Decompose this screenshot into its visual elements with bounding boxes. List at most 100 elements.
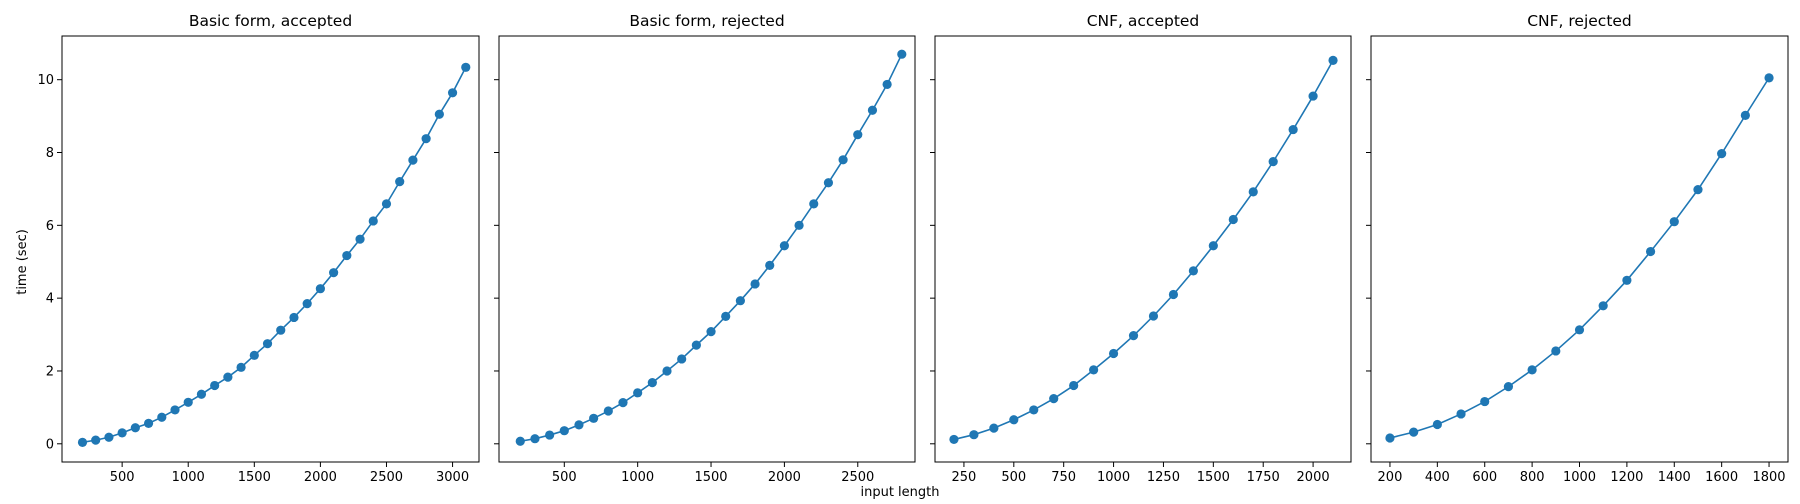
data-point xyxy=(236,362,246,372)
data-point xyxy=(1029,405,1039,415)
data-point xyxy=(706,327,716,337)
data-point xyxy=(77,437,88,447)
data-point xyxy=(1108,348,1119,359)
x-tick-label: 1500 xyxy=(1197,470,1230,485)
plot-frame xyxy=(934,35,1352,463)
data-point xyxy=(989,423,999,433)
data-point xyxy=(342,250,352,261)
data-point xyxy=(434,109,444,119)
y-tick-label: 0 xyxy=(46,437,54,452)
panel-1: Basic form, accepted 500 1000 1500 2000 2500 3… xyxy=(37,12,480,485)
data-point xyxy=(249,350,259,360)
data-point xyxy=(315,284,325,294)
data-point xyxy=(210,380,220,391)
data-point xyxy=(1308,91,1318,101)
x-tick-label: 1000 xyxy=(1563,470,1596,485)
x-tick-label: 200 xyxy=(1378,470,1403,485)
data-point xyxy=(838,155,848,165)
panel-title: Basic form, accepted xyxy=(189,12,352,30)
x-tick-label: 1000 xyxy=(1097,470,1130,485)
x-tick-label: 500 xyxy=(552,470,577,485)
data-point xyxy=(381,199,392,209)
panel-4: CNF, rejected 200 400 600 800 1000 1200 1400 160… xyxy=(1366,12,1789,485)
x-tick-label: 1250 xyxy=(1147,470,1180,485)
data-point xyxy=(421,134,431,144)
data-point xyxy=(157,412,167,422)
data-point xyxy=(1128,331,1139,341)
data-point xyxy=(395,177,405,187)
data-point xyxy=(897,49,907,59)
data-point xyxy=(691,340,701,350)
data-point xyxy=(1480,396,1490,407)
data-point xyxy=(735,296,745,306)
data-point xyxy=(196,389,207,399)
data-point xyxy=(1328,55,1338,65)
data-point xyxy=(91,435,101,445)
x-tick-label: 2000 xyxy=(768,470,801,485)
data-point xyxy=(1764,73,1774,83)
data-point xyxy=(1527,365,1537,375)
x-tick-label: 1800 xyxy=(1752,470,1785,485)
data-point xyxy=(1669,217,1679,227)
data-point xyxy=(867,105,878,115)
data-point xyxy=(447,88,458,98)
data-point xyxy=(104,432,114,442)
data-point xyxy=(559,426,569,436)
data-point xyxy=(1228,214,1238,225)
data-point xyxy=(302,299,312,309)
x-tick-label: 400 xyxy=(1425,470,1450,485)
data-point xyxy=(1188,266,1198,276)
panel-title: CNF, rejected xyxy=(1527,12,1632,30)
data-point xyxy=(1385,433,1395,443)
data-point xyxy=(677,354,687,364)
data-point xyxy=(823,178,834,188)
data-point xyxy=(117,428,127,438)
series-line xyxy=(953,59,1334,441)
x-tick-label: 600 xyxy=(1472,470,1497,485)
data-point xyxy=(1208,241,1218,251)
data-point xyxy=(355,234,365,244)
y-tick-label: 8 xyxy=(46,146,54,161)
data-point xyxy=(1456,409,1466,419)
data-point xyxy=(130,423,140,433)
panel-title: CNF, accepted xyxy=(1087,12,1200,30)
data-point xyxy=(1574,325,1585,335)
data-point xyxy=(1693,185,1703,195)
data-point xyxy=(721,311,731,321)
x-tick-label: 1500 xyxy=(238,470,271,485)
y-axis-label: time (sec) xyxy=(15,229,30,295)
data-point xyxy=(223,372,233,382)
data-point xyxy=(779,241,790,251)
data-point xyxy=(1717,149,1727,159)
x-tick-label: 1000 xyxy=(172,470,205,485)
data-point xyxy=(809,199,819,209)
x-tick-label: 250 xyxy=(952,470,977,485)
data-point xyxy=(515,436,525,446)
x-tick-label: 500 xyxy=(1001,470,1026,485)
x-tick-label: 1200 xyxy=(1610,470,1643,485)
series-line xyxy=(520,53,903,443)
plot-frame xyxy=(61,35,480,463)
x-tick-label: 2500 xyxy=(841,470,874,485)
x-tick-label: 1600 xyxy=(1705,470,1738,485)
data-point xyxy=(794,220,804,230)
data-point xyxy=(603,406,613,416)
x-tick-label: 2000 xyxy=(1297,470,1330,485)
y-tick-label: 2 xyxy=(46,364,54,379)
data-point xyxy=(647,378,657,388)
data-point xyxy=(276,325,286,335)
x-axis-label: input length xyxy=(860,485,939,500)
series-line xyxy=(1389,77,1770,439)
x-tick-label: 1750 xyxy=(1247,470,1280,485)
data-point xyxy=(1432,419,1442,430)
data-point xyxy=(1168,289,1179,300)
data-point xyxy=(1598,301,1608,311)
data-point xyxy=(765,260,775,270)
data-point xyxy=(1409,427,1419,437)
data-point xyxy=(170,405,180,415)
x-tick-label: 800 xyxy=(1520,470,1545,485)
y-tick-label: 6 xyxy=(46,219,54,234)
data-point xyxy=(289,312,299,323)
data-point xyxy=(1740,110,1750,120)
panel-2: Basic form, rejected 500 1000 1500 2000 2500 xyxy=(494,12,916,485)
